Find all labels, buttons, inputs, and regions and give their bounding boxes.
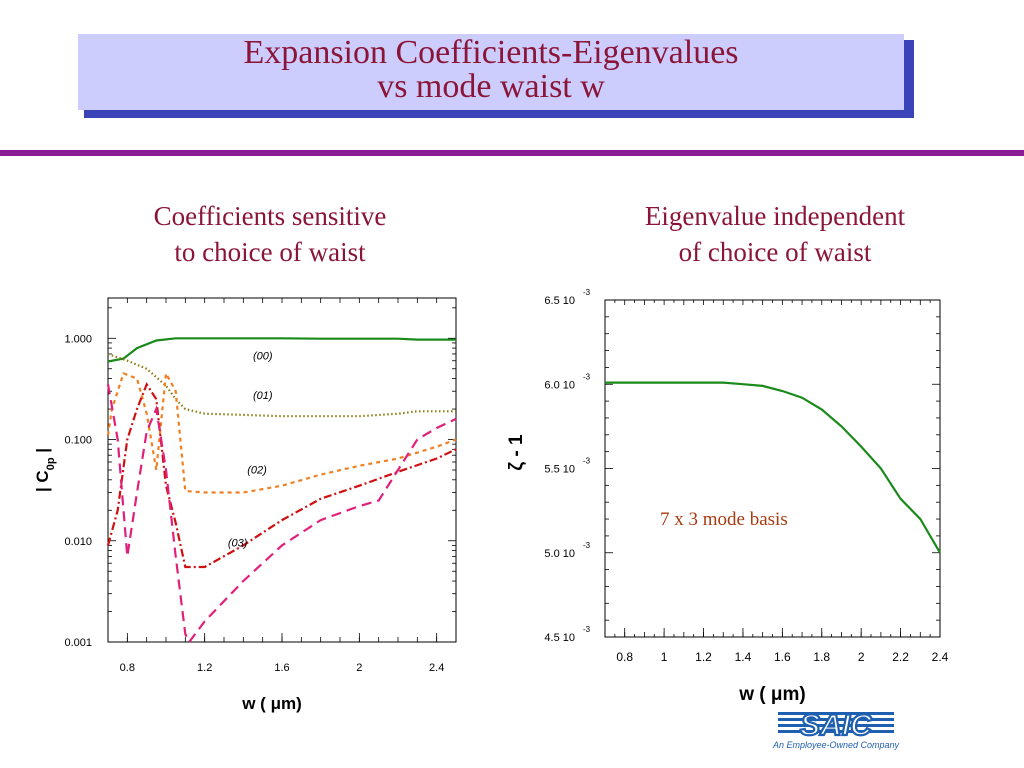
right-heading-line2: of choice of waist <box>678 237 872 267</box>
slide-title-line2: vs mode waist w <box>377 68 605 105</box>
divider-rule <box>0 150 1024 156</box>
y-tick-exponent: -3 <box>583 625 591 634</box>
y-axis-label-text: | C0p | <box>33 448 57 492</box>
right-heading: Eigenvalue independent of choice of wais… <box>590 198 960 270</box>
x-tick-label: 1 <box>661 650 668 664</box>
x-tick-label: 2 <box>858 650 865 664</box>
logo-tagline: An Employee-Owned Company <box>772 740 900 750</box>
x-tick-label: 0.8 <box>616 650 633 664</box>
series-01-line <box>107 352 456 418</box>
ylabel-suffix: | <box>33 448 52 457</box>
curve-label: (03) <box>228 537 248 549</box>
y-axis-label: ζ - 1 <box>506 434 527 471</box>
y-tick-label: 1.000 <box>64 333 92 345</box>
x-tick-label: 2.4 <box>932 650 949 664</box>
x-tick-label: 1.6 <box>274 662 289 674</box>
y-tick-exponent: -3 <box>583 457 591 466</box>
coefficients-chart: 0.001 0.010 0.100 1.000 0.8 1.2 1.6 2 2.4 (00) (01… <box>33 297 457 713</box>
series-00-line <box>107 337 456 363</box>
slide-title-line1: Expansion Coefficients-Eigenvalues <box>243 34 739 71</box>
y-axis-label: | C0p | <box>33 448 57 492</box>
logo-text: SAIC <box>800 709 873 742</box>
x-tick-label: 1.4 <box>735 650 752 664</box>
series-02-line <box>106 369 457 494</box>
curve-label: (00) <box>253 350 273 362</box>
x-tick-label: 2.2 <box>892 650 909 664</box>
plot-frame <box>604 299 941 638</box>
x-tick-label: 2 <box>356 662 362 674</box>
curve-label: (02) <box>247 465 267 477</box>
ylabel-subscript: 0p <box>45 457 57 470</box>
y-tick-exponent: -3 <box>583 372 591 381</box>
x-tick-label: 2.4 <box>429 662 444 674</box>
y-tick-label: 4.5 10 <box>544 632 575 644</box>
y-tick-label: 0.100 <box>64 435 92 447</box>
eigenvalue-chart: 4.5 10 -3 5.0 10 -3 5.5 10 -3 6.0 10 -3 6.5 10 -3… <box>506 288 949 705</box>
y-tick-label: 6.0 10 <box>544 379 575 391</box>
x-tick-label: 1.2 <box>197 662 212 674</box>
x-axis-label: w ( μm) <box>738 684 806 705</box>
y-tick-label: 6.5 10 <box>544 295 575 307</box>
series-eigen-line <box>605 381 941 554</box>
y-axis-label-text: ζ - 1 <box>506 434 527 471</box>
y-tick-label: 5.5 10 <box>544 464 575 476</box>
right-heading-line1: Eigenvalue independent <box>644 201 906 231</box>
y-tick-label: 5.0 10 <box>544 548 575 560</box>
series-03b-line <box>106 384 457 645</box>
left-heading-line1: Coefficients sensitive <box>153 201 387 231</box>
x-tick-label: 1.8 <box>813 650 830 664</box>
x-tick-label: 1.6 <box>774 650 791 664</box>
saic-logo: SAIC An Employee-Owned Company <box>772 708 900 750</box>
left-heading-line2: to choice of waist <box>174 237 366 267</box>
title-box: Expansion Coefficients-Eigenvalues vs mo… <box>78 34 904 110</box>
x-axis-label: w ( μm) <box>241 694 302 713</box>
curve-label: (01) <box>253 390 273 402</box>
left-heading: Coefficients sensitive to choice of wais… <box>90 198 450 270</box>
x-tick-label: 0.8 <box>120 662 135 674</box>
y-tick-label: 0.010 <box>64 536 92 548</box>
y-tick-label: 0.001 <box>64 637 92 649</box>
y-tick-exponent: -3 <box>583 288 591 297</box>
ylabel-prefix: | C <box>33 470 52 492</box>
x-tick-label: 1.2 <box>695 650 712 664</box>
y-tick-exponent: -3 <box>583 541 591 550</box>
basis-annotation: 7 x 3 mode basis <box>660 509 788 530</box>
series-03a-line <box>106 382 457 569</box>
